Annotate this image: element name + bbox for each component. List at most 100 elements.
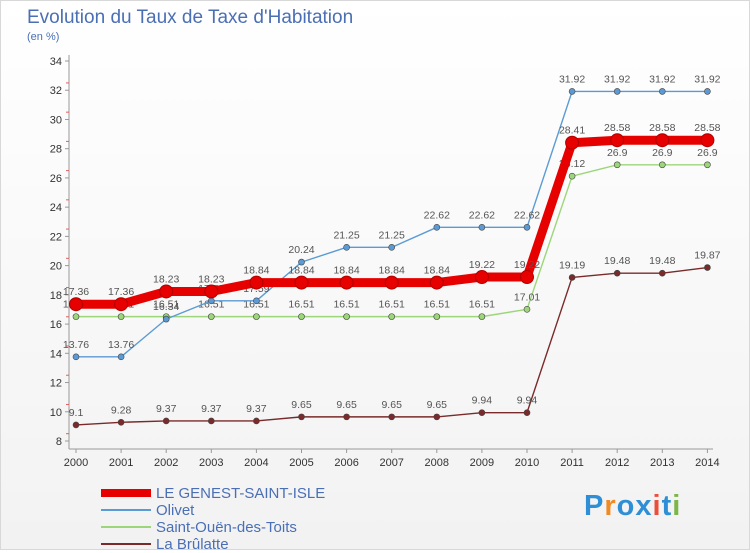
data-label: 17.36 xyxy=(108,286,134,298)
logo-letter: i xyxy=(652,490,662,522)
x-tick-label: 2002 xyxy=(154,457,178,469)
legend-swatch xyxy=(101,526,151,528)
data-label: 26.9 xyxy=(607,147,628,159)
logo-letter: x xyxy=(635,490,653,522)
data-label: 16.51 xyxy=(469,299,495,311)
data-label: 22.62 xyxy=(469,209,495,221)
data-label: 21.25 xyxy=(379,229,405,241)
series-point xyxy=(433,413,441,421)
logo-letter: i xyxy=(672,490,682,522)
series-point xyxy=(249,275,264,290)
series-point xyxy=(388,313,396,320)
data-label: 18.84 xyxy=(379,265,405,277)
data-label: 31.92 xyxy=(604,73,630,85)
series-point xyxy=(159,284,174,299)
y-tick-label: 12 xyxy=(50,378,62,390)
series-point xyxy=(162,315,170,323)
data-label: 28.41 xyxy=(559,125,585,137)
series-point xyxy=(658,269,666,277)
series-point xyxy=(204,284,219,299)
series-point xyxy=(613,269,621,277)
legend-swatch xyxy=(101,489,151,497)
series-point xyxy=(523,306,531,313)
series-point xyxy=(72,421,80,429)
series-point xyxy=(704,88,711,95)
data-label: 16.51 xyxy=(333,299,359,311)
logo-letter: o xyxy=(616,490,636,522)
x-tick-label: 2001 xyxy=(109,457,133,469)
data-label: 9.28 xyxy=(111,404,132,416)
y-tick-label: 22 xyxy=(50,231,62,243)
series-point xyxy=(704,264,711,271)
series-point xyxy=(478,313,486,320)
x-tick-label: 2006 xyxy=(334,457,358,469)
data-label: 18.84 xyxy=(288,265,314,277)
legend-swatch xyxy=(101,509,151,511)
data-label: 28.58 xyxy=(604,122,630,134)
series-point xyxy=(117,418,125,426)
series-point xyxy=(568,172,576,180)
data-label: 17.36 xyxy=(63,286,89,298)
data-label: 20.24 xyxy=(288,244,314,256)
data-label: 18.84 xyxy=(333,265,359,277)
data-label: 18.84 xyxy=(243,265,269,277)
y-tick-label: 16 xyxy=(50,319,62,331)
legend-label: Olivet xyxy=(156,502,195,519)
data-label: 19.22 xyxy=(469,259,495,271)
data-label: 9.1 xyxy=(69,407,84,419)
series-point xyxy=(117,353,125,361)
series-point xyxy=(69,297,83,312)
x-tick-label: 2005 xyxy=(289,457,313,469)
series-point xyxy=(520,270,534,285)
x-tick-label: 2000 xyxy=(64,457,88,469)
y-tick-label: 20 xyxy=(50,261,62,273)
y-tick-label: 18 xyxy=(50,290,62,302)
series-point xyxy=(704,161,711,169)
series-point xyxy=(658,88,666,95)
legend-label: Saint-Ouën-des-Toits xyxy=(156,519,297,536)
x-tick-label: 2014 xyxy=(695,457,719,469)
legend-swatch xyxy=(101,543,151,545)
series-point xyxy=(700,133,715,148)
series-point xyxy=(253,313,260,320)
y-tick-label: 28 xyxy=(50,144,62,156)
x-tick-label: 2013 xyxy=(650,457,674,469)
data-label: 26.9 xyxy=(697,147,718,159)
y-tick-label: 14 xyxy=(50,348,62,360)
y-tick-label: 8 xyxy=(56,436,62,448)
series-point xyxy=(343,313,350,320)
data-label: 9.94 xyxy=(517,395,538,407)
logo-letter: r xyxy=(604,490,617,522)
data-label: 19.87 xyxy=(694,250,720,262)
data-label: 31.92 xyxy=(559,73,585,85)
data-label: 22.62 xyxy=(514,209,540,221)
legend-label: La Brûlatte xyxy=(156,536,229,553)
data-label: 22.62 xyxy=(424,209,450,221)
data-label: 9.37 xyxy=(156,403,177,415)
data-label: 19.48 xyxy=(649,255,675,267)
x-tick-label: 2004 xyxy=(244,457,268,469)
series-point xyxy=(72,353,80,361)
series-point xyxy=(384,275,399,290)
series-point xyxy=(343,244,350,251)
data-label: 16.51 xyxy=(288,299,314,311)
data-label: 16.51 xyxy=(424,299,450,311)
series-point xyxy=(294,275,309,290)
x-tick-label: 2009 xyxy=(470,457,494,469)
data-label: 17.01 xyxy=(514,291,540,303)
series-point xyxy=(298,258,305,266)
y-tick-label: 34 xyxy=(50,56,62,68)
y-tick-label: 30 xyxy=(50,114,62,126)
data-label: 31.92 xyxy=(694,73,720,85)
y-tick-label: 24 xyxy=(50,202,62,214)
series-point xyxy=(253,297,260,305)
series-point xyxy=(433,224,441,231)
series-point xyxy=(339,275,354,290)
series-point xyxy=(523,409,531,416)
series-point xyxy=(343,413,350,421)
series-point xyxy=(568,274,576,281)
data-label: 19.48 xyxy=(604,255,630,267)
series-point xyxy=(388,244,396,251)
series-point xyxy=(114,297,129,312)
